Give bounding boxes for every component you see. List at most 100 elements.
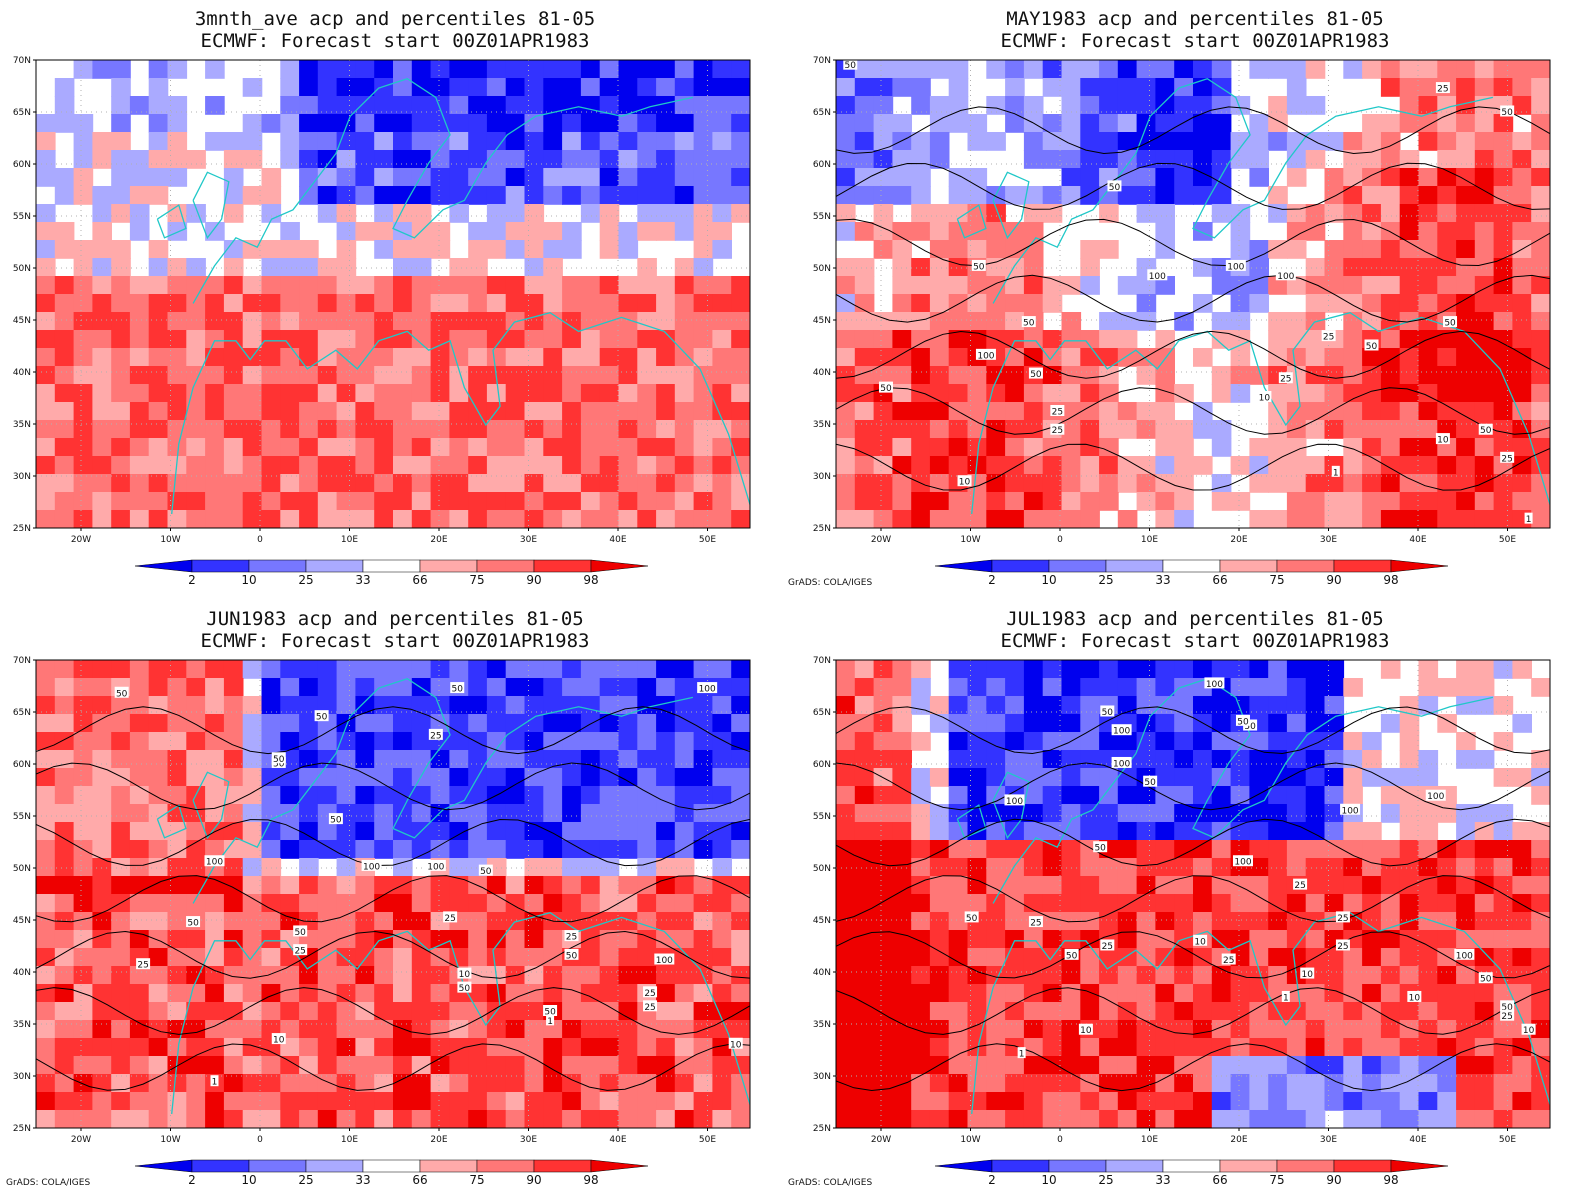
lat-label: 35N <box>13 1020 31 1030</box>
field-cell <box>1418 132 1439 151</box>
field-cell <box>1136 168 1157 187</box>
contour-label: 25 <box>1335 939 1350 952</box>
field-cell <box>1099 1038 1119 1057</box>
field-cell <box>129 222 150 241</box>
field-cell <box>1512 984 1532 1003</box>
field-cell <box>148 60 169 79</box>
field-cell <box>712 1074 732 1093</box>
field-cell <box>562 492 582 511</box>
field-cell <box>674 930 695 949</box>
field-cell <box>1174 876 1194 895</box>
field-cell <box>299 78 319 97</box>
field-cell <box>948 186 969 205</box>
field-cell <box>148 492 169 511</box>
field-cell <box>468 474 488 493</box>
field-cell <box>1362 1074 1382 1093</box>
field-cell <box>486 1074 507 1093</box>
field-cell <box>411 714 432 733</box>
field-cell <box>242 930 263 949</box>
field-cell <box>580 894 601 913</box>
field-cell <box>54 840 75 859</box>
field-cell <box>580 984 601 1003</box>
field-cell <box>1343 330 1363 349</box>
field-cell <box>854 330 875 349</box>
field-cell <box>73 822 94 841</box>
field-cell <box>54 438 75 457</box>
field-cell <box>299 1074 319 1093</box>
field-cell <box>911 1056 931 1075</box>
field-cell <box>167 330 188 349</box>
field-cell <box>111 858 131 877</box>
field-cell <box>524 60 545 79</box>
contour-label-text: 50 <box>187 919 199 929</box>
field-cell <box>1042 876 1063 895</box>
field-cell <box>1418 492 1439 511</box>
field-cell <box>336 348 357 367</box>
contour-label-text: 100 <box>1341 806 1358 816</box>
map-panel-jul1983: JUL1983 acp and percentiles 81-05 ECMWF:… <box>788 600 1590 1196</box>
field-cell <box>336 420 357 439</box>
field-cell <box>580 1074 601 1093</box>
field-cell <box>1305 222 1326 241</box>
field-cell <box>986 1002 1006 1021</box>
field-cell <box>836 1092 856 1111</box>
colorbar-label: 10 <box>1041 1173 1056 1187</box>
field-cell <box>242 276 263 295</box>
field-cell <box>92 312 112 331</box>
field-cell <box>36 474 56 493</box>
field-cell <box>1005 420 1025 439</box>
lon-label: 0 <box>1057 535 1063 545</box>
field-cell <box>599 402 620 421</box>
colorbar-swatch <box>1276 559 1335 573</box>
contour-label-text: 100 <box>1006 797 1023 807</box>
field-cell <box>929 348 950 367</box>
field-cell <box>524 858 545 877</box>
field-cell <box>637 948 657 967</box>
field-cell <box>1474 930 1495 949</box>
field-cell <box>543 366 563 385</box>
field-cell <box>261 258 282 277</box>
field-cell <box>618 384 639 403</box>
field-cell <box>892 678 912 697</box>
field-cell <box>562 876 582 895</box>
field-cell <box>73 330 94 349</box>
field-cell <box>73 132 94 151</box>
field-cell <box>1362 822 1382 841</box>
field-cell <box>836 822 856 841</box>
field-cell <box>911 1020 931 1039</box>
field-cell <box>986 660 1006 679</box>
contour-label-text: 50 <box>459 984 471 994</box>
field-cell <box>411 1056 432 1075</box>
field-cell <box>355 222 375 241</box>
field-cell <box>299 858 319 877</box>
field-cell <box>1456 840 1476 859</box>
field-cell <box>543 768 563 787</box>
field-cell <box>1343 1038 1363 1057</box>
lon-label: 40E <box>609 1135 626 1145</box>
lon-label: 20W <box>871 1135 891 1145</box>
field-cell <box>712 678 732 697</box>
field-cell <box>693 168 714 187</box>
field-cell <box>393 1074 413 1093</box>
contour-label: 100 <box>1004 794 1025 807</box>
field-cell <box>967 510 988 528</box>
field-cell <box>1512 330 1532 349</box>
field-cell <box>1005 402 1025 421</box>
percentile-field <box>836 660 1550 1128</box>
colorbar-swatch <box>305 1159 364 1173</box>
field-cell <box>280 732 300 751</box>
field-cell <box>580 510 601 528</box>
field-cell <box>1343 186 1363 205</box>
colorbar-swatch <box>991 1159 1050 1173</box>
field-cell <box>1249 750 1269 769</box>
field-cell <box>92 132 112 151</box>
field-cell <box>129 294 150 313</box>
field-cell <box>1230 930 1251 949</box>
field-cell <box>242 1056 263 1075</box>
field-cell <box>836 660 856 679</box>
field-cell <box>524 1110 545 1128</box>
field-cell <box>1230 894 1251 913</box>
field-cell <box>731 150 750 169</box>
field-cell <box>129 150 150 169</box>
field-cell <box>1230 312 1251 331</box>
